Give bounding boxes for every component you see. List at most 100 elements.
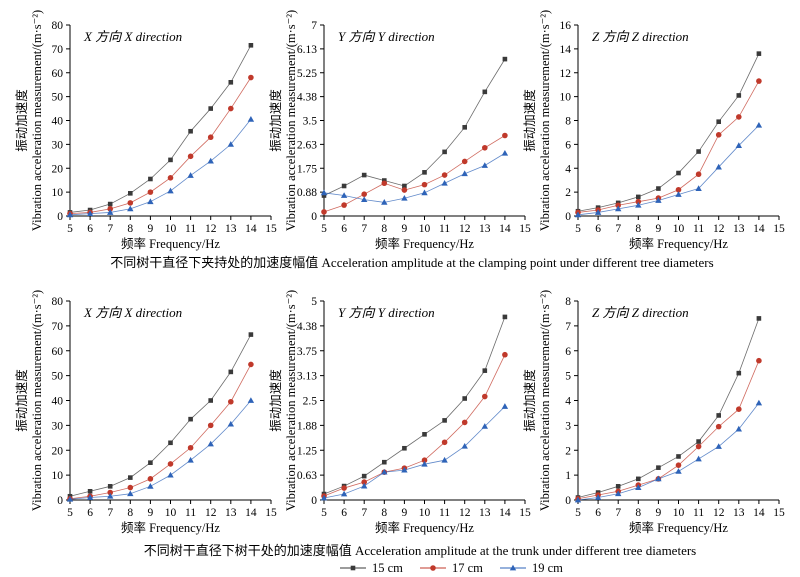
x-tick-label: 12 <box>713 507 725 519</box>
x-tick-label: 5 <box>67 223 73 235</box>
data-point <box>441 172 448 178</box>
x-tick-label: 10 <box>419 223 431 235</box>
data-point <box>341 202 347 208</box>
x-tick-label: 15 <box>773 507 785 519</box>
y-tick-label: 10 <box>52 470 64 482</box>
x-tick-label: 8 <box>635 507 641 519</box>
data-point <box>207 134 214 141</box>
x-axis-label: 频率 Frequency/Hz <box>121 236 220 251</box>
x-tick-label: 15 <box>773 223 785 235</box>
y-tick-label: 80 <box>52 296 64 308</box>
x-tick-label: 15 <box>265 223 277 235</box>
data-point <box>340 490 348 497</box>
x-tick-label: 7 <box>615 507 621 519</box>
data-point <box>736 114 742 120</box>
data-point <box>695 443 702 450</box>
data-point <box>361 191 368 197</box>
x-tick-label: 12 <box>459 223 471 235</box>
data-point <box>735 142 742 148</box>
y-axis-label-en: Vibration acceleration measurement/(m·s⁻… <box>30 290 44 511</box>
x-tick-label: 10 <box>165 507 177 519</box>
data-point <box>635 201 642 208</box>
x-tick-label: 6 <box>341 507 347 519</box>
data-point <box>321 193 327 198</box>
data-point <box>381 180 388 187</box>
x-tick-label: 12 <box>713 223 725 235</box>
series-line <box>577 80 760 213</box>
x-tick-label: 7 <box>615 223 621 235</box>
y-tick-label: 0 <box>565 495 571 507</box>
y-tick-label: 2.5 <box>303 396 318 408</box>
x-tick-label: 15 <box>519 507 531 519</box>
data-point <box>755 399 763 406</box>
y-tick-label: 30 <box>52 420 64 432</box>
x-tick-label: 11 <box>185 507 196 519</box>
x-tick-label: 6 <box>595 223 601 235</box>
data-point <box>127 205 134 212</box>
data-point <box>187 172 194 178</box>
chart-panel-2: 0 0.88 1.75 2.63 3.5 4.38 5.25 6.13 7 5 6 7 8 9 10 11 12… <box>268 10 531 251</box>
data-point <box>715 132 722 138</box>
x-tick-label: 5 <box>67 507 73 519</box>
y-tick-label: 3.75 <box>297 346 317 358</box>
data-point <box>715 163 722 170</box>
y-tick-label: 4 <box>565 163 571 175</box>
data-point <box>188 128 193 134</box>
y-tick-label: 50 <box>52 92 64 104</box>
y-axis-label-zh: 振动加速度 <box>522 369 537 432</box>
data-point <box>148 176 153 182</box>
data-point <box>248 332 254 337</box>
y-tick-label: 1 <box>565 470 571 482</box>
data-point <box>248 42 254 48</box>
data-point <box>756 357 762 364</box>
x-tick-label: 7 <box>361 223 367 235</box>
data-point <box>635 198 642 205</box>
data-point <box>594 494 602 500</box>
data-point <box>462 396 467 401</box>
data-point <box>461 158 468 165</box>
data-point <box>320 189 328 196</box>
data-point <box>675 186 682 193</box>
y-tick-label: 8 <box>565 296 571 308</box>
data-point <box>695 171 702 178</box>
data-point <box>227 141 234 147</box>
y-tick-label: 5 <box>311 296 317 308</box>
y-axis-label-zh: 振动加速度 <box>14 89 29 152</box>
x-tick-label: 11 <box>185 223 196 235</box>
y-tick-label: 16 <box>560 20 572 32</box>
series-line <box>577 318 760 498</box>
legend-marker <box>509 564 517 571</box>
series-line <box>577 53 760 212</box>
y-tick-label: 50 <box>52 371 64 383</box>
data-point <box>401 187 408 193</box>
x-tick-label: 11 <box>439 507 450 519</box>
data-point <box>207 157 214 164</box>
y-tick-label: 0.88 <box>297 187 317 199</box>
legend-label: 15 cm <box>372 561 403 575</box>
y-tick-label: 2 <box>565 187 571 199</box>
legend-item: 15 cm <box>340 561 403 575</box>
series-line <box>577 402 760 501</box>
x-tick-label: 14 <box>753 507 765 519</box>
data-point <box>422 432 427 437</box>
x-tick-label: 9 <box>148 507 154 519</box>
x-tick-label: 14 <box>245 223 257 235</box>
data-point <box>482 144 488 151</box>
x-tick-label: 8 <box>127 223 133 235</box>
x-tick-label: 10 <box>165 223 177 235</box>
x-tick-label: 7 <box>107 223 113 235</box>
y-tick-label: 5.25 <box>297 68 317 80</box>
y-tick-label: 4.38 <box>297 92 317 104</box>
data-point <box>87 488 93 494</box>
series-line <box>323 152 506 203</box>
x-tick-label: 11 <box>693 507 704 519</box>
x-tick-label: 13 <box>225 223 237 235</box>
data-point <box>107 206 113 212</box>
series-line <box>69 119 252 216</box>
y-axis-label-zh: 振动加速度 <box>14 369 29 432</box>
x-tick-label: 13 <box>733 507 745 519</box>
data-point <box>421 460 428 467</box>
data-point <box>574 496 582 503</box>
y-tick-label: 0 <box>565 211 571 223</box>
data-point <box>421 189 428 196</box>
